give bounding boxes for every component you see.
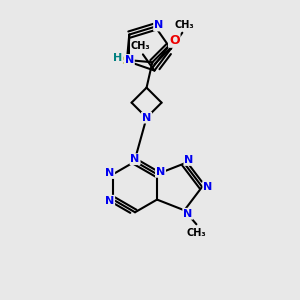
Text: N: N [154, 20, 163, 31]
Text: N: N [142, 113, 151, 123]
Text: N: N [130, 154, 140, 164]
Text: N: N [124, 55, 134, 65]
Text: O: O [169, 34, 180, 47]
Text: N: N [105, 196, 114, 206]
Text: N: N [184, 155, 194, 165]
Text: N: N [183, 209, 193, 219]
Text: CH₃: CH₃ [187, 229, 206, 238]
Text: CH₃: CH₃ [131, 41, 150, 51]
Text: S: S [121, 56, 129, 65]
Text: N: N [156, 167, 165, 177]
Text: CH₃: CH₃ [175, 20, 194, 30]
Text: N: N [203, 182, 212, 192]
Text: H: H [113, 53, 122, 63]
Text: N: N [105, 168, 114, 178]
